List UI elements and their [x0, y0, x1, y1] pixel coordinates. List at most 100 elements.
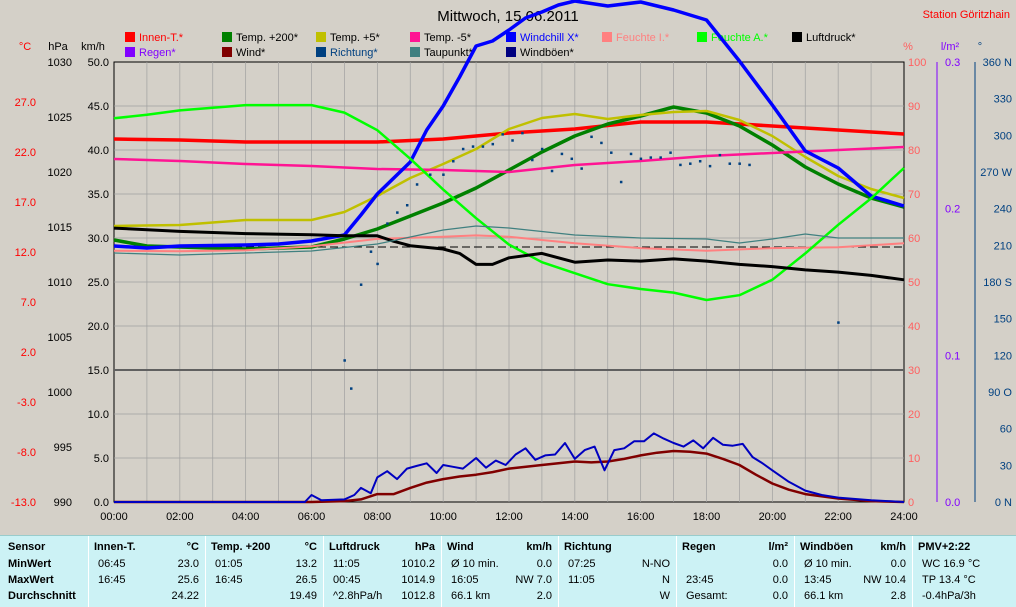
chart-title: Mittwoch, 15.06.2011: [437, 8, 578, 25]
station-name: Station Göritzhain: [923, 9, 1010, 21]
stats-panel: Sensor MinWert MaxWert Durchschnitt Innen-T.…: [0, 535, 1016, 607]
tick-label-kmh: 45.0: [88, 101, 109, 113]
direction-point: [531, 158, 534, 162]
tick-label-time: 10:00: [429, 511, 457, 523]
tick-label-rain: 0.0: [945, 497, 960, 509]
legend-label: Windböen*: [520, 47, 575, 59]
direction-point: [442, 173, 445, 176]
stats-cell-left: 13:45: [804, 574, 832, 586]
series-line: [113, 120, 905, 144]
direction-point: [610, 151, 613, 154]
stats-row-label: Sensor: [8, 541, 46, 553]
direction-point: [369, 250, 373, 253]
tick-label-celsius: 7.0: [21, 297, 36, 309]
stats-cell-value: W: [659, 590, 670, 602]
tick-label-kmh: 35.0: [88, 189, 109, 201]
legend-swatch: [410, 47, 420, 57]
stats-cell-left: 66.1 km: [451, 590, 491, 602]
direction-point: [619, 180, 623, 184]
tick-label-time: 06:00: [298, 511, 326, 523]
tick-label-direction: 270 W: [980, 167, 1012, 179]
stats-column: PMV+2:22 WC 16.9 °C TP 13.4 °C -0.4hPa/3h: [912, 536, 1016, 607]
stats-column-header: Temp. +200: [211, 541, 271, 553]
tick-label-celsius: 22.0: [15, 147, 36, 159]
stats-cell-value: 23.0: [177, 558, 199, 570]
direction-point: [343, 359, 346, 362]
direction-point: [590, 135, 593, 139]
tick-label-time: 04:00: [232, 511, 260, 523]
tick-label-percent: 10: [908, 453, 920, 465]
stats-cell-value: 25.6: [177, 574, 199, 586]
legend-label: Regen*: [139, 47, 176, 59]
legend-swatch: [410, 32, 420, 42]
tick-label-hpa: 1030: [48, 57, 72, 69]
stats-column: Innen-T. °C 06:45 23.0 16:45 25.6 24.22: [88, 536, 206, 607]
legend-swatch: [222, 32, 232, 42]
stats-cell-value: 24.22: [171, 590, 199, 602]
direction-point: [521, 131, 524, 135]
tick-label-time: 20:00: [759, 511, 787, 523]
stats-row-label: Durchschnitt: [8, 590, 76, 602]
legend-swatch: [222, 47, 232, 57]
legend-swatch: [316, 47, 326, 57]
stats-column-header: Windböen: [800, 541, 854, 553]
stats-column: Luftdruck hPa 11:05 1010.2 00:45 1014.9 ^2.8hP…: [323, 536, 442, 607]
tick-label-time: 16:00: [627, 511, 655, 523]
tick-label-direction: 120: [994, 350, 1012, 362]
tick-label-hpa: 1025: [48, 112, 72, 124]
series-line: [113, 225, 904, 256]
tick-label-direction: 90 O: [988, 387, 1012, 399]
direction-point: [570, 157, 574, 161]
tick-label-celsius: 12.0: [15, 247, 36, 259]
stats-column-header: Luftdruck: [329, 541, 380, 553]
tick-label-kmh: 20.0: [88, 321, 109, 333]
tick-label-kmh: 40.0: [88, 145, 109, 157]
stats-cell-value: 26.5: [295, 574, 317, 586]
direction-point: [600, 141, 603, 145]
tick-label-time: 08:00: [364, 511, 392, 523]
stats-cell-value: NW 7.0: [515, 574, 552, 586]
tick-label-kmh: 10.0: [88, 409, 109, 421]
legend-label: Temp. +5*: [330, 32, 381, 44]
legend-label: Temp. +200*: [236, 32, 299, 44]
stats-column-header: Innen-T.: [94, 541, 136, 553]
tick-label-percent: 40: [908, 321, 920, 333]
stats-cell-value: 19.49: [289, 590, 317, 602]
stats-column-unit: l/m²: [768, 541, 788, 553]
tick-label-time: 02:00: [166, 511, 194, 523]
tick-label-kmh: 5.0: [94, 453, 109, 465]
tick-label-celsius: 17.0: [15, 197, 36, 209]
direction-point: [580, 167, 583, 170]
direction-point: [540, 147, 544, 151]
direction-point: [386, 222, 389, 225]
tick-label-direction: 360 N: [983, 57, 1012, 69]
stats-column-unit: hPa: [414, 541, 435, 553]
tick-label-hpa: 1020: [48, 167, 72, 179]
tick-label-time: 14:00: [561, 511, 589, 523]
direction-point: [629, 152, 633, 156]
stats-cell-left: 16:05: [451, 574, 479, 586]
stats-column-unit: °C: [186, 541, 199, 553]
tick-label-time: 22:00: [824, 511, 852, 523]
stats-cell-left: 23:45: [686, 574, 714, 586]
series-line: [113, 109, 905, 228]
direction-point: [738, 162, 741, 165]
direction-point: [511, 139, 514, 142]
tick-label-direction: 300: [994, 130, 1012, 142]
stats-column: Wind km/h Ø 10 min. 0.0 16:05 NW 7.0 66.1 km 2.…: [441, 536, 559, 607]
direction-point: [679, 163, 682, 167]
tick-label-kmh: 50.0: [88, 57, 109, 69]
stats-column-header: Wind: [447, 541, 474, 553]
stats-cell-value: 0.0: [536, 558, 552, 570]
tick-label-kmh: 25.0: [88, 277, 109, 289]
stats-cell-left: 16:45: [98, 574, 126, 586]
tick-label-direction: 0 N: [995, 497, 1012, 509]
tick-label-celsius: -3.0: [17, 397, 36, 409]
stats-cell-left: 06:45: [98, 558, 126, 570]
series-line: [113, 145, 905, 174]
stats-cell-value: 0.0: [772, 574, 788, 586]
legend-label: Richtung*: [330, 47, 378, 59]
legend-swatch: [792, 32, 802, 42]
legend-label: Temp. -5*: [424, 32, 472, 44]
tick-label-percent: 80: [908, 145, 920, 157]
